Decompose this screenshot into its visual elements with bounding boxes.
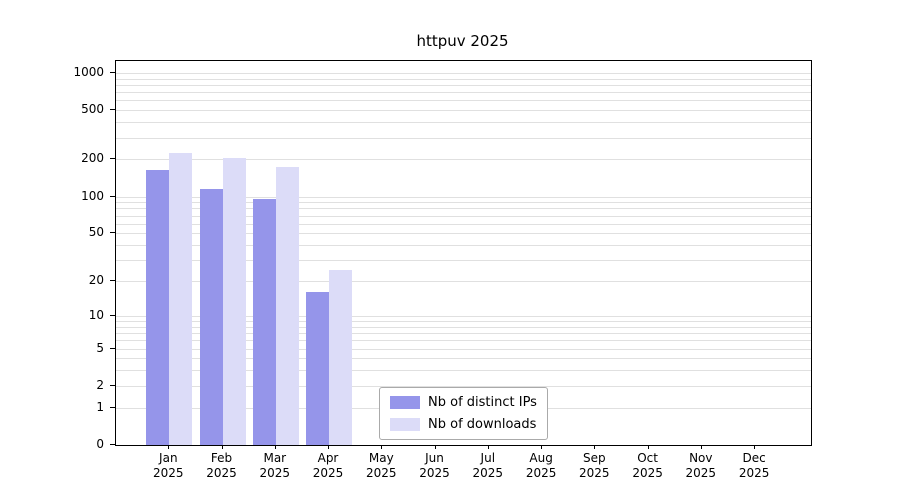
legend-item-distinct-ips: Nb of distinct IPs <box>390 395 537 410</box>
y-tick-mark <box>110 384 115 386</box>
gridline <box>116 196 811 198</box>
gridline <box>116 208 811 210</box>
gridline <box>116 348 811 350</box>
y-tick-mark <box>110 158 115 160</box>
gridline <box>116 370 811 372</box>
bar-apr-downloads <box>329 269 352 445</box>
y-tick-mark <box>110 406 115 408</box>
grid-layer <box>116 61 811 445</box>
legend-item-downloads: Nb of downloads <box>390 417 537 432</box>
x-tick-label-aug: Aug 2025 <box>525 451 557 480</box>
y-tick-mark <box>110 280 115 282</box>
y-tick-label: 20 <box>88 273 104 288</box>
x-tick-mark <box>274 445 276 449</box>
y-tick-label: 1000 <box>73 65 104 79</box>
legend-swatch-downloads <box>390 418 420 431</box>
y-tick-mark <box>110 314 115 316</box>
x-tick-mark <box>754 445 756 449</box>
x-tick-label-feb: Feb 2025 <box>206 451 237 480</box>
legend-label-distinct-ips: Nb of distinct IPs <box>428 395 537 410</box>
gridline <box>116 202 811 204</box>
x-tick-label-nov: Nov 2025 <box>685 451 717 480</box>
gridline <box>116 315 811 317</box>
bar-apr-distinct-ips <box>306 292 329 445</box>
legend-label-downloads: Nb of downloads <box>428 417 537 432</box>
gridline <box>116 215 811 217</box>
x-tick-label-dec: Dec 2025 <box>738 451 770 480</box>
y-tick-mark <box>110 444 115 445</box>
x-tick-mark <box>700 445 702 449</box>
x-tick-label-jun: Jun 2025 <box>419 451 450 480</box>
gridline <box>116 326 811 328</box>
y-tick-label: 500 <box>81 102 104 117</box>
bar-jan-distinct-ips <box>146 169 170 445</box>
gridline <box>116 85 811 86</box>
y-tick-label: 2 <box>96 377 104 392</box>
chart-title: httpuv 2025 <box>416 32 509 50</box>
y-tick-mark <box>110 109 115 111</box>
bar-mar-distinct-ips <box>252 199 276 445</box>
gridline <box>116 333 811 334</box>
gridline <box>116 78 811 80</box>
gridline <box>116 260 811 262</box>
y-tick-mark <box>110 347 115 349</box>
x-tick-mark <box>647 445 649 449</box>
bar-feb-downloads <box>222 158 246 445</box>
x-tick-label-jan: Jan 2025 <box>153 451 184 480</box>
x-tick-label-may: May 2025 <box>366 451 397 480</box>
gridline <box>116 137 811 139</box>
x-tick-mark <box>434 445 436 449</box>
legend: Nb of distinct IPs Nb of downloads <box>379 387 548 440</box>
y-tick-mark <box>110 72 115 73</box>
y-tick-label: 0 <box>96 437 104 451</box>
bars-layer <box>116 61 811 445</box>
x-tick-mark <box>381 445 383 449</box>
gridline <box>116 223 811 225</box>
x-tick-mark <box>541 445 543 449</box>
x-tick-label-sep: Sep 2025 <box>579 451 610 480</box>
gridline <box>116 92 811 94</box>
x-tick-mark <box>168 445 170 449</box>
y-tick-label: 10 <box>88 307 104 322</box>
legend-swatch-distinct-ips <box>390 396 420 409</box>
x-tick-mark <box>487 445 489 449</box>
gridline <box>116 340 811 342</box>
x-tick-label-jul: Jul 2025 <box>472 451 504 480</box>
gridline <box>116 385 811 387</box>
gridline <box>116 281 811 283</box>
x-tick-mark <box>328 445 329 449</box>
y-tick-label: 100 <box>81 188 104 203</box>
gridline <box>116 110 811 112</box>
y-tick-label: 50 <box>88 225 104 240</box>
y-tick-mark <box>110 195 115 197</box>
bar-mar-downloads <box>275 166 299 445</box>
gridline <box>116 233 811 235</box>
x-tick-mark <box>221 445 223 449</box>
gridline <box>116 245 811 246</box>
y-tick-label: 1 <box>96 399 104 414</box>
y-tick-label: 200 <box>81 151 104 166</box>
gridline <box>116 321 811 322</box>
x-tick-label-mar: Mar 2025 <box>259 451 291 480</box>
y-tick-mark <box>110 232 115 234</box>
gridline <box>116 159 811 161</box>
bar-jan-downloads <box>169 153 193 445</box>
plot-area: Nb of distinct IPs Nb of downloads <box>115 60 812 446</box>
x-tick-label-apr: Apr 2025 <box>312 451 344 480</box>
x-tick-mark <box>594 445 596 449</box>
x-tick-label-oct: Oct 2025 <box>632 451 663 480</box>
gridline <box>116 73 811 74</box>
gridline <box>116 358 811 360</box>
y-tick-label: 5 <box>96 340 104 355</box>
bar-feb-distinct-ips <box>199 189 223 445</box>
gridline <box>116 122 811 124</box>
gridline <box>116 100 811 102</box>
